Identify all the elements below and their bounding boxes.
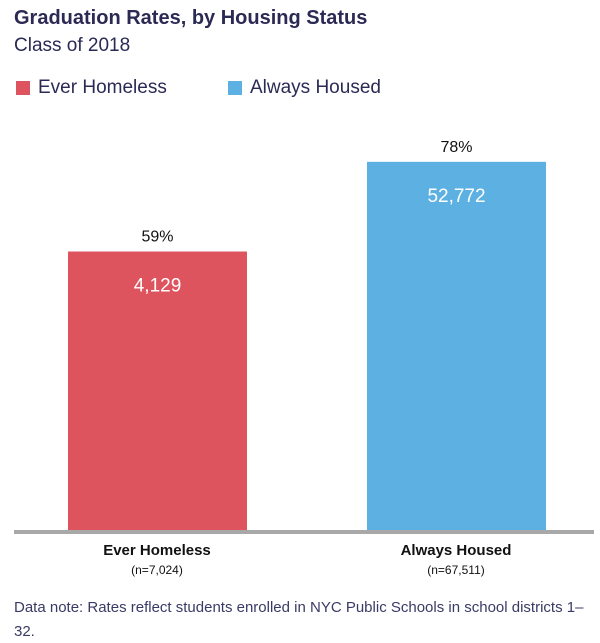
value-label: 78% — [440, 139, 472, 156]
chart-subtitle: Class of 2018 — [14, 35, 131, 56]
category-label: Ever Homeless — [103, 542, 211, 559]
category-n: (n=67,511) — [427, 563, 485, 577]
bar-inner-label: 4,129 — [134, 276, 182, 297]
category-label: Always Housed — [400, 542, 512, 559]
bar-inner-label: 52,772 — [427, 186, 485, 207]
legend-swatch — [228, 81, 242, 95]
legend-label: Ever Homeless — [38, 77, 167, 98]
x-axis-line — [14, 530, 594, 534]
legend-label: Always Housed — [250, 77, 381, 98]
bar — [68, 251, 247, 530]
bar — [367, 161, 546, 530]
chart-title: Graduation Rates, by Housing Status — [14, 7, 368, 29]
legend-item-ever-homeless: Ever Homeless — [16, 77, 167, 99]
category-n: (n=7,024) — [131, 563, 183, 577]
legend-swatch — [16, 81, 30, 95]
legend-item-always-housed: Always Housed — [228, 77, 381, 99]
value-label: 59% — [141, 229, 173, 246]
data-note: Data note: Rates reflect students enroll… — [14, 599, 584, 640]
